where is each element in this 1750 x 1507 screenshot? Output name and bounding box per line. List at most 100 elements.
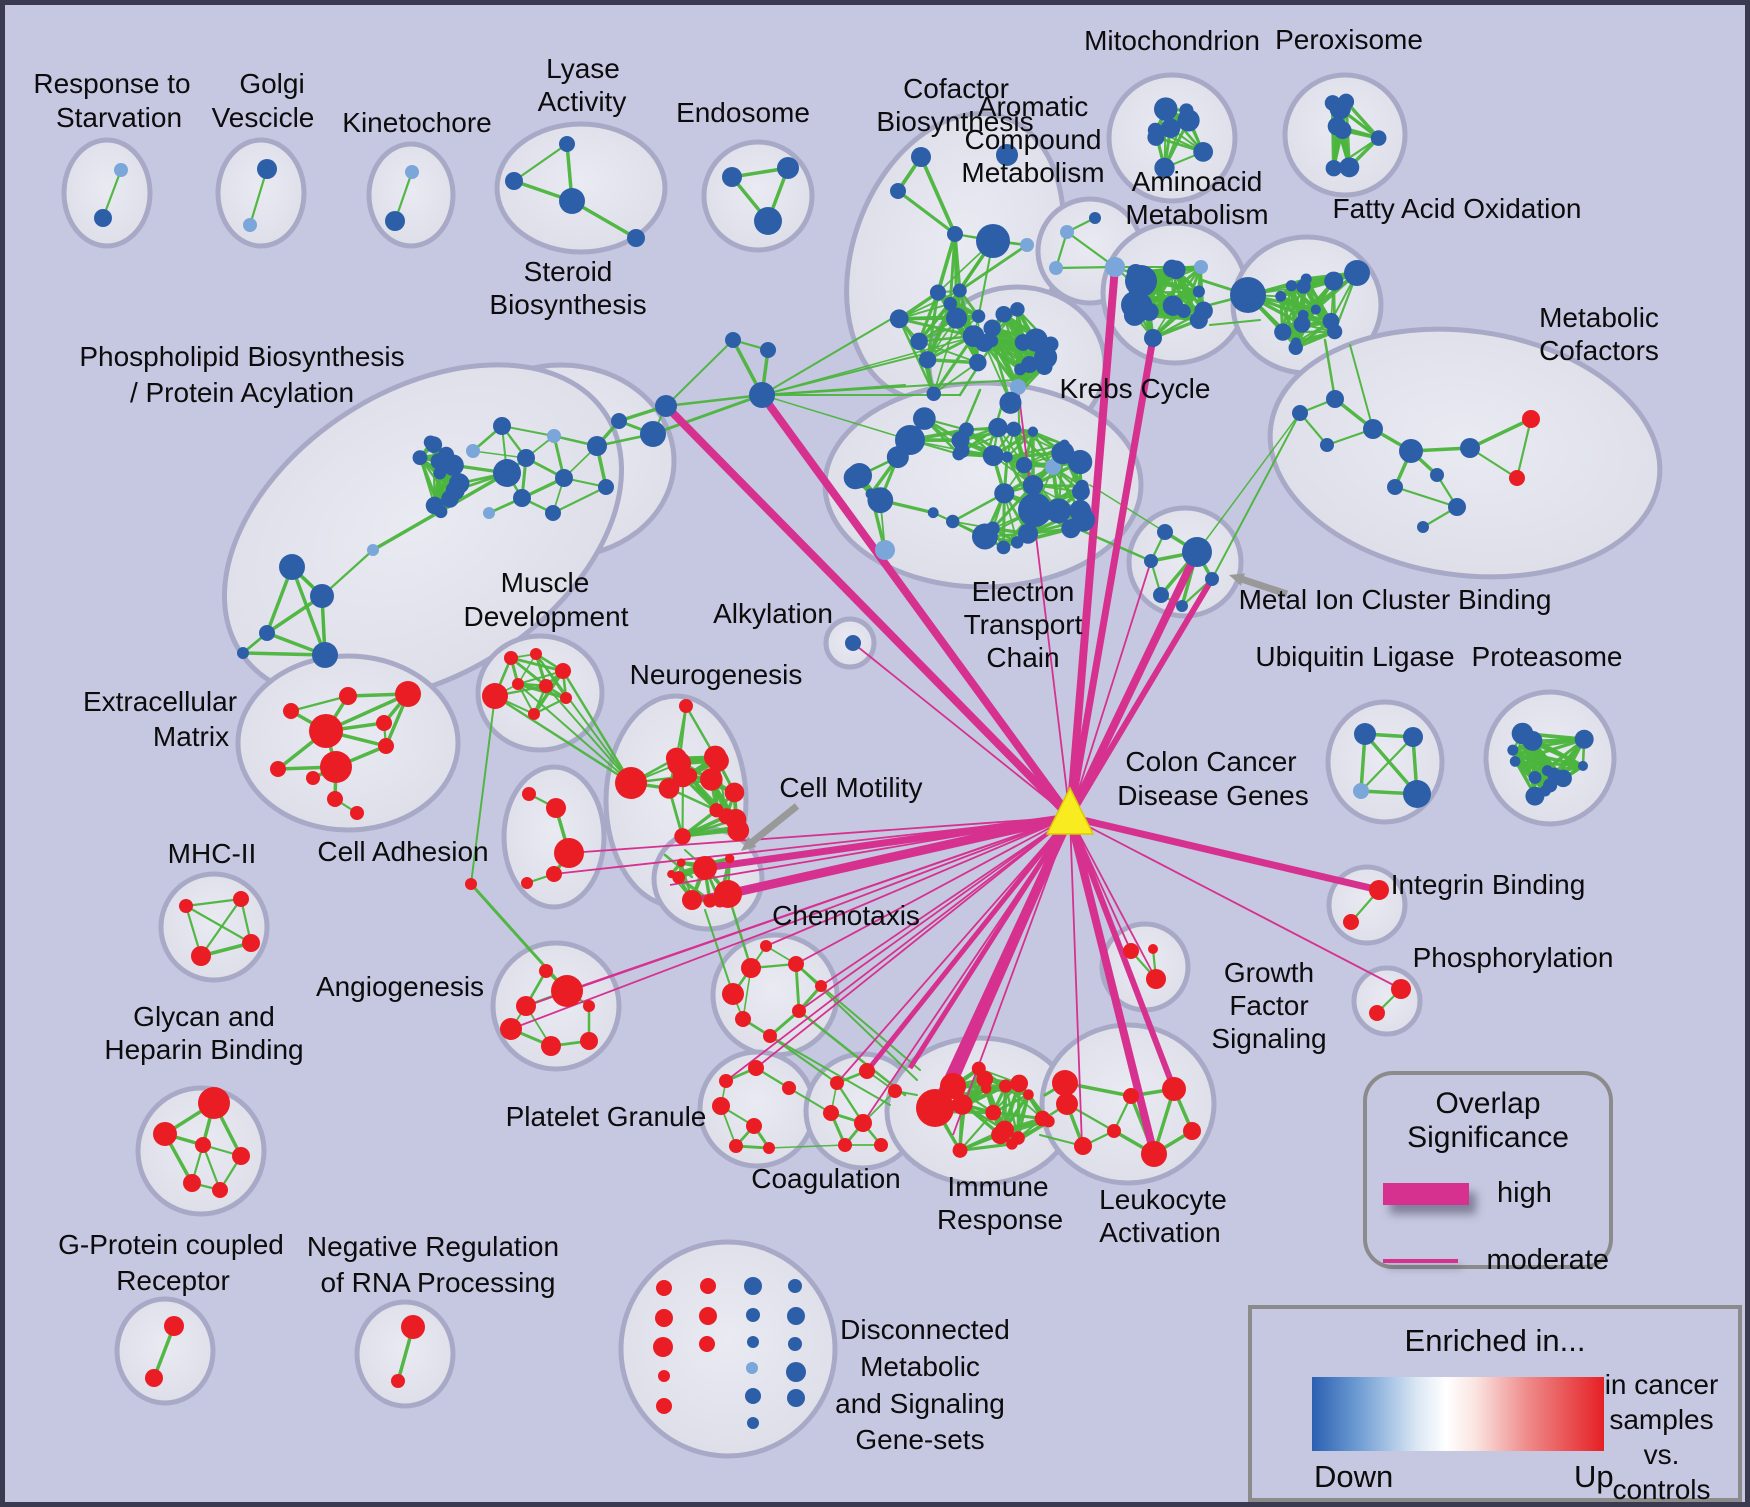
green-inter-edge bbox=[1323, 338, 1337, 401]
cell-motility-arrow-head bbox=[741, 836, 757, 851]
pink-edge-moderate bbox=[852, 642, 1071, 818]
gene-set-node-mhc-ii bbox=[179, 899, 193, 913]
cluster-label-growth-factor-signaling-line1: Growth bbox=[1224, 957, 1314, 988]
gene-set-node-disconnected bbox=[653, 1337, 673, 1357]
gene-set-node-cofactor bbox=[976, 224, 1010, 258]
cluster-label-electron-transport-chain-line2: Transport bbox=[964, 609, 1083, 640]
gene-set-node-coagulation bbox=[838, 1138, 852, 1152]
gene-set-node-immune bbox=[995, 1120, 1015, 1140]
overlap-legend-title-2: Significance bbox=[1407, 1121, 1569, 1154]
green-edge-cofactor bbox=[932, 317, 958, 395]
cluster-label-steroid-biosynthesis-line2: Biosynthesis bbox=[489, 289, 646, 320]
gene-set-node-chemotaxis bbox=[792, 1004, 806, 1018]
gene-set-node-neurogenesis bbox=[658, 778, 680, 799]
gene-set-node-etc bbox=[1067, 449, 1093, 475]
gene-set-node-leukocyte bbox=[1056, 1093, 1078, 1115]
gene-set-node-aminoacid bbox=[1192, 285, 1205, 298]
gene-set-node-cofactor bbox=[943, 296, 957, 311]
cluster-label-response-to-starvation-line1: Response to bbox=[33, 68, 190, 99]
gene-set-node-cell-motility bbox=[682, 890, 702, 910]
gene-set-node-lyase bbox=[505, 172, 523, 190]
gene-set-node-coagulation bbox=[830, 1076, 844, 1090]
green-inter-edge bbox=[1211, 412, 1301, 580]
gene-set-node-disconnected bbox=[745, 1388, 761, 1404]
gene-set-node-peroxisome bbox=[1338, 93, 1355, 110]
colon-cancer-hub-triangle bbox=[1045, 786, 1095, 835]
metal-ion-arrow bbox=[1241, 576, 1289, 598]
gene-set-node-extracellular-matrix bbox=[395, 681, 421, 707]
gene-set-node-metab-cofactors bbox=[1320, 438, 1334, 452]
gene-set-node-krebs bbox=[1024, 328, 1048, 352]
cluster-ellipse-cell-adhesion bbox=[501, 764, 607, 910]
gene-set-node-phospholipid bbox=[493, 459, 521, 487]
green-edge-metab-cofactors bbox=[1515, 417, 1533, 480]
gene-set-node-fatty bbox=[1290, 337, 1302, 348]
cluster-label-aromatic-compound-metabolism-line1: Aromatic bbox=[978, 91, 1088, 122]
green-inter-edge bbox=[769, 1035, 838, 1084]
gene-set-node-aromatic bbox=[1060, 225, 1074, 239]
gene-set-node-ubiquitin bbox=[1403, 727, 1423, 747]
gene-set-node-mhc-ii bbox=[233, 891, 249, 907]
gene-set-node-coagulation bbox=[859, 1063, 875, 1079]
gene-set-node-phospholipid bbox=[441, 490, 459, 508]
green-inter-edge bbox=[761, 334, 981, 396]
gene-set-node-cofactor bbox=[910, 332, 928, 351]
gene-set-node-proteasome bbox=[1541, 765, 1553, 777]
cluster-label-aromatic-compound-metabolism-line3: Metabolism bbox=[961, 157, 1104, 188]
cluster-label-negative-regulation-rna-line1: Negative Regulation bbox=[307, 1231, 559, 1262]
pink-edge-moderate bbox=[820, 816, 1071, 987]
cluster-label-cofactor-biosynthesis-line2: Biosynthesis bbox=[876, 106, 1033, 137]
green-edge-cofactor bbox=[898, 289, 961, 320]
gene-set-node-neurogenesis bbox=[704, 745, 727, 769]
gene-set-node-integrin bbox=[1369, 880, 1389, 900]
gene-set-node-cell-adhesion bbox=[521, 877, 533, 889]
pink-edge-high bbox=[704, 813, 1071, 872]
gene-set-node-proteasome bbox=[1574, 729, 1594, 749]
pink-edge-moderate bbox=[952, 816, 1071, 1136]
gene-set-node-etc bbox=[994, 483, 1015, 504]
cluster-label-platelet-granule: Platelet Granule bbox=[506, 1101, 707, 1132]
enrichment-up-label: Up bbox=[1574, 1459, 1614, 1494]
green-edge-cofactor bbox=[919, 155, 957, 236]
pink-edge-high bbox=[1069, 813, 1380, 894]
cluster-ellipse-kinetochore bbox=[366, 141, 456, 249]
gene-set-node-mitochondrion bbox=[1154, 157, 1175, 179]
cluster-label-immune-response-line1: Immune bbox=[947, 1171, 1048, 1202]
green-inter-edge bbox=[493, 694, 633, 785]
gene-set-node-mhc-ii bbox=[191, 946, 211, 966]
cluster-ellipse-extracellular-matrix bbox=[235, 653, 461, 833]
pink-edge-moderate bbox=[553, 816, 1071, 875]
gene-set-node-leukocyte bbox=[1052, 1070, 1078, 1096]
gene-set-node-disconnected bbox=[746, 1308, 760, 1322]
gene-set-node-cell-adhesion bbox=[554, 838, 584, 868]
green-edge-cofactor bbox=[926, 315, 980, 361]
gene-set-node-krebs bbox=[1010, 379, 1026, 395]
gene-set-node-kinetochore bbox=[405, 165, 419, 179]
cell-motility-arrow bbox=[749, 803, 800, 845]
pink-edge-moderate bbox=[1069, 560, 1152, 818]
gene-set-node-steroid bbox=[587, 436, 607, 456]
gene-set-node-ubiquitin bbox=[1403, 780, 1431, 808]
pink-edge-moderate bbox=[1069, 816, 1402, 990]
gene-set-node-etc bbox=[912, 407, 936, 430]
enriched-in-legend: Enriched in... Down Up in cancer samples… bbox=[1248, 1305, 1742, 1502]
cluster-label-proteasome: Proteasome bbox=[1472, 641, 1623, 672]
gene-set-node-mitochondrion bbox=[1179, 103, 1194, 118]
pink-edge-moderate bbox=[862, 816, 1071, 1124]
high-significance-label: high bbox=[1497, 1177, 1552, 1209]
gene-set-node-immune bbox=[980, 1083, 992, 1094]
green-inter-edge bbox=[788, 1087, 832, 1114]
cluster-label-golgi-vescicle-line2: Vescicle bbox=[212, 102, 315, 133]
gene-set-node-peroxisome bbox=[1370, 130, 1387, 146]
pink-edge-high bbox=[950, 815, 1073, 1088]
gene-set-node-disconnected bbox=[747, 1336, 759, 1348]
cluster-label-muscle-development-line1: Muscle bbox=[501, 567, 590, 598]
cluster-label-mhc-ii: MHC-II bbox=[168, 838, 257, 869]
cluster-ellipse-phosphorylation bbox=[1351, 965, 1423, 1037]
gene-set-node-cell-adhesion bbox=[465, 878, 477, 890]
pink-edge-moderate bbox=[795, 816, 1071, 965]
gene-set-node-etc bbox=[927, 507, 939, 519]
gene-set-node-extracellular-matrix bbox=[309, 714, 343, 748]
gene-set-node-phospholipid bbox=[412, 450, 428, 466]
